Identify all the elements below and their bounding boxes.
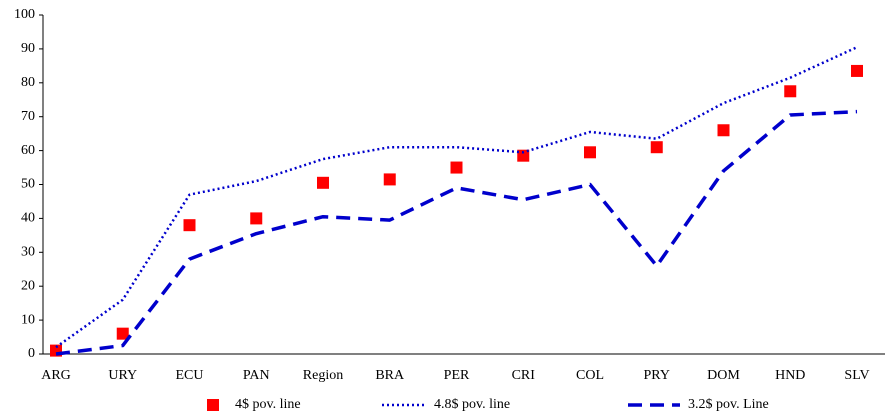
y-tick-label: 90 bbox=[21, 41, 35, 56]
legend-label: 4.8$ pov. line bbox=[434, 397, 510, 412]
marker bbox=[317, 176, 329, 189]
x-tick-label: ARG bbox=[41, 368, 71, 383]
x-tick-label: PRY bbox=[644, 368, 670, 383]
legend-label: 4$ pov. line bbox=[235, 397, 301, 412]
marker bbox=[717, 124, 730, 137]
marker bbox=[784, 85, 797, 98]
marker bbox=[183, 219, 196, 232]
x-tick-label: HND bbox=[775, 368, 805, 383]
marker bbox=[383, 173, 396, 186]
x-tick-label: BRA bbox=[375, 368, 405, 383]
x-tick-label: Region bbox=[303, 368, 343, 383]
y-tick-label: 10 bbox=[21, 312, 35, 327]
y-tick-label: 0 bbox=[28, 346, 35, 361]
x-tick-label: URY bbox=[108, 368, 137, 383]
series-line bbox=[55, 109, 858, 356]
x-tick-label: ECU bbox=[176, 368, 204, 383]
y-tick-label: 60 bbox=[21, 143, 35, 158]
marker bbox=[517, 149, 530, 162]
y-tick-label: 30 bbox=[21, 245, 35, 260]
x-tick-label: PER bbox=[444, 368, 470, 383]
y-tick-label: 100 bbox=[14, 7, 35, 22]
y-tick-label: 20 bbox=[21, 278, 35, 293]
x-tick-label: CRI bbox=[512, 368, 536, 383]
marker bbox=[250, 212, 263, 225]
y-tick-label: 80 bbox=[21, 75, 35, 90]
x-tick-label: PAN bbox=[243, 368, 270, 383]
x-tick-label: SLV bbox=[844, 368, 869, 383]
marker bbox=[650, 141, 663, 154]
marker bbox=[584, 146, 596, 159]
y-tick-label: 70 bbox=[21, 109, 35, 124]
x-tick-label: DOM bbox=[707, 368, 740, 383]
legend-label: 3.2$ pov. Line bbox=[688, 397, 769, 412]
marker bbox=[116, 327, 129, 340]
y-tick-label: 40 bbox=[21, 211, 35, 226]
marker bbox=[851, 64, 863, 77]
marker bbox=[450, 161, 463, 174]
series-line bbox=[55, 46, 858, 349]
x-tick-label: COL bbox=[576, 368, 604, 383]
legend-marker bbox=[207, 399, 219, 411]
y-tick-label: 50 bbox=[21, 177, 35, 192]
